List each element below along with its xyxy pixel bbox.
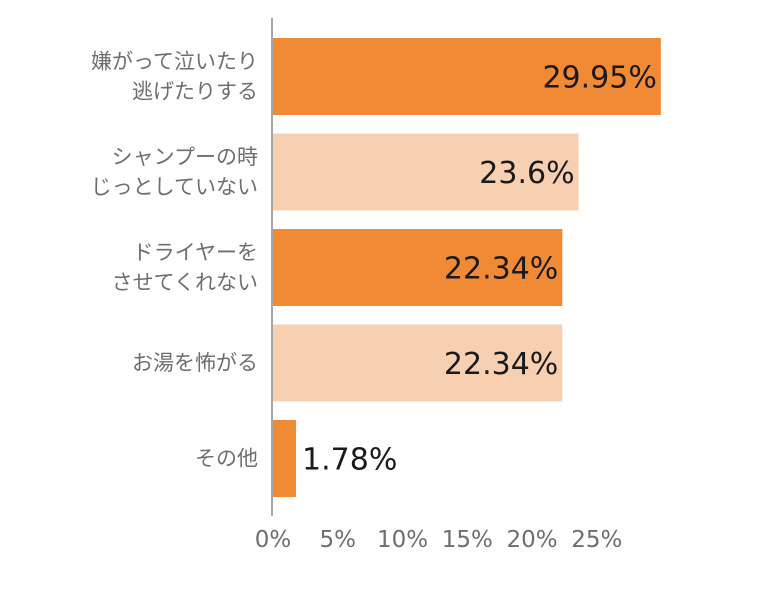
- category-label-line: じっとしていない: [91, 175, 258, 199]
- category-label-line: させてくれない: [112, 271, 258, 295]
- bars-layer: [273, 38, 661, 497]
- x-tick-label: 0%: [255, 527, 292, 553]
- bar: [273, 324, 563, 402]
- data-label: 1.78%: [302, 443, 397, 478]
- category-label-line: その他: [195, 447, 258, 471]
- category-label-line: シャンプーの時: [112, 145, 258, 169]
- data-label: 22.34%: [444, 252, 558, 287]
- category-label: 嫌がって泣いたり逃げたりする: [91, 50, 258, 104]
- bar: [273, 38, 661, 115]
- data-label: 22.34%: [444, 347, 558, 382]
- x-axis-ticks: 0% 5% 10% 15% 20% 25%: [255, 527, 623, 553]
- category-label-line: お湯を怖がる: [132, 351, 258, 375]
- category-labels: 嫌がって泣いたり逃げたりするシャンプーの時じっとしていないドライヤーをさせてくれ…: [91, 50, 258, 471]
- category-label: ドライヤーをさせてくれない: [112, 241, 258, 295]
- bar: [273, 133, 579, 211]
- category-label: その他: [195, 447, 258, 471]
- category-label-line: 逃げたりする: [132, 80, 258, 104]
- x-tick-label: 5%: [320, 527, 357, 553]
- x-tick-label: 15%: [442, 527, 493, 553]
- data-label: 29.95%: [542, 61, 656, 96]
- x-tick-label: 10%: [377, 527, 428, 553]
- bar: [273, 229, 563, 306]
- category-label-line: ドライヤーを: [133, 241, 258, 265]
- category-label-line: 嫌がって泣いたり: [91, 50, 258, 74]
- category-label: お湯を怖がる: [132, 351, 258, 375]
- data-label: 23.6%: [479, 156, 574, 191]
- category-label: シャンプーの時じっとしていない: [91, 145, 258, 199]
- x-tick-label: 25%: [571, 527, 622, 553]
- bar: [273, 420, 297, 497]
- data-labels: 29.95% 23.6% 22.34% 22.34% 1.78%: [302, 61, 657, 478]
- x-tick-label: 20%: [506, 527, 557, 553]
